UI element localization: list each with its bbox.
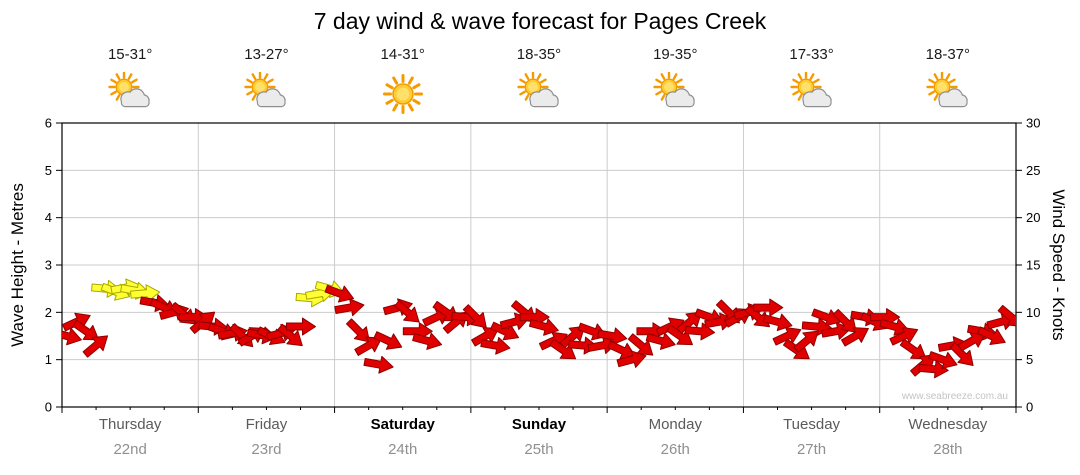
wind-arrow <box>334 298 365 317</box>
sun-cloud-icon <box>517 71 559 108</box>
wind-arrow <box>82 335 109 358</box>
day-name: Wednesday <box>908 416 988 433</box>
right-axis-tick-label: 20 <box>1026 210 1040 225</box>
sun-cloud-icon <box>926 71 968 108</box>
weather-icon-sun-cloud <box>743 71 879 118</box>
wind-arrow <box>363 355 394 374</box>
sun-cloud-icon <box>108 71 150 108</box>
wind-arrow <box>528 318 559 336</box>
wind-arrow <box>928 351 958 369</box>
day-temp-range: 17-33° <box>789 46 834 63</box>
wind-arrow <box>645 332 676 350</box>
day-name: Monday <box>648 416 702 433</box>
weather-icon-sun-cloud <box>471 71 607 118</box>
sun-cloud-icon <box>244 71 287 108</box>
weather-icon-sun-cloud <box>198 71 334 118</box>
weather-icon-sun <box>335 72 471 118</box>
wind-arrow <box>129 284 161 303</box>
wind-arrow <box>870 308 901 327</box>
wind-arrow <box>72 319 100 341</box>
wind-arrows <box>62 278 1016 379</box>
wind-arrow <box>841 327 869 347</box>
right-axis-tick-label: 15 <box>1026 258 1040 273</box>
wind-arrow <box>762 313 793 332</box>
wind-arrow <box>772 326 802 346</box>
right-axis-tick-label: 30 <box>1026 116 1040 131</box>
right-axis-tick-label: 10 <box>1026 305 1040 320</box>
day-temp-range: 19-35° <box>653 46 698 63</box>
wind-arrow <box>559 325 586 349</box>
day-date: 24th <box>388 441 418 458</box>
wind-arrow <box>402 322 433 341</box>
wind-arrow <box>949 342 974 367</box>
left-axis-tick-label: 2 <box>45 305 52 320</box>
wind-arrow <box>976 326 1006 346</box>
day-date: 28th <box>933 441 963 458</box>
right-axis-tick-label: 0 <box>1026 400 1033 415</box>
wind-arrow <box>480 336 511 355</box>
right-axis-tick-label: 25 <box>1026 163 1040 178</box>
day-temp-range: 13-27° <box>244 46 289 63</box>
day-date: 26th <box>660 441 690 458</box>
sun-cloud-icon <box>653 71 695 108</box>
wind-arrow <box>354 336 383 356</box>
day-name: Saturday <box>370 416 435 433</box>
left-axis-tick-label: 4 <box>45 210 52 225</box>
day-temp-range: 15-31° <box>107 46 153 63</box>
sun-icon <box>382 74 423 114</box>
day-date: 23rd <box>251 441 282 458</box>
left-axis-tick-label: 6 <box>45 116 52 131</box>
wind-arrow <box>616 350 647 368</box>
wind-arrow <box>889 326 919 346</box>
day-name: Tuesday <box>783 416 841 433</box>
wind-arrow <box>997 304 1016 328</box>
page-title: 7 day wind & wave forecast for Pages Cre… <box>313 8 767 34</box>
day-date: 27th <box>796 441 827 458</box>
wind-arrow <box>412 332 443 350</box>
day-temp-range: 18-35° <box>516 46 562 63</box>
wind-arrow <box>277 323 303 347</box>
left-axis-tick-label: 0 <box>45 400 52 415</box>
wind-arrow <box>627 333 654 356</box>
wind-arrow <box>811 308 841 327</box>
sun-cloud-icon <box>789 71 832 108</box>
wind-arrow <box>324 284 355 303</box>
day-temp-range: 18-37° <box>925 46 971 63</box>
left-axis-tick-label: 1 <box>45 352 52 367</box>
weather-icon-sun-cloud <box>62 71 198 118</box>
wind-arrow <box>666 324 693 346</box>
wind-arrow <box>286 317 316 336</box>
day-name: Friday <box>245 416 288 433</box>
wind-arrow <box>918 360 949 379</box>
wind-arrow <box>957 331 986 352</box>
wind-arrow <box>597 327 628 346</box>
wind-arrow <box>346 318 371 343</box>
day-date: 22nd <box>113 441 147 458</box>
wind-arrow <box>373 331 403 350</box>
wind-arrow <box>62 327 82 346</box>
watermark: www.seabreeze.com.au <box>901 391 1008 402</box>
wind-arrow <box>519 308 550 327</box>
right-axis-tick-label: 5 <box>1026 352 1033 367</box>
day-name: Sunday <box>511 416 567 433</box>
day-temp-range: 14-31° <box>380 46 425 63</box>
wind-arrow <box>549 338 577 360</box>
day-name: Thursday <box>98 416 162 433</box>
left-axis-tick-label: 3 <box>45 258 52 273</box>
wind-arrow <box>676 311 702 334</box>
wind-arrow <box>753 298 784 317</box>
day-date: 25th <box>524 441 554 458</box>
weather-icon-sun-cloud <box>880 71 1016 118</box>
wind-arrow <box>832 308 857 333</box>
left-axis-tick-label: 5 <box>45 163 52 178</box>
wind-arrow <box>394 300 420 323</box>
wind-arrow <box>462 304 487 329</box>
wind-arrow <box>793 330 819 353</box>
weather-icon-sun-cloud <box>607 71 743 118</box>
wind-arrow <box>899 338 927 360</box>
